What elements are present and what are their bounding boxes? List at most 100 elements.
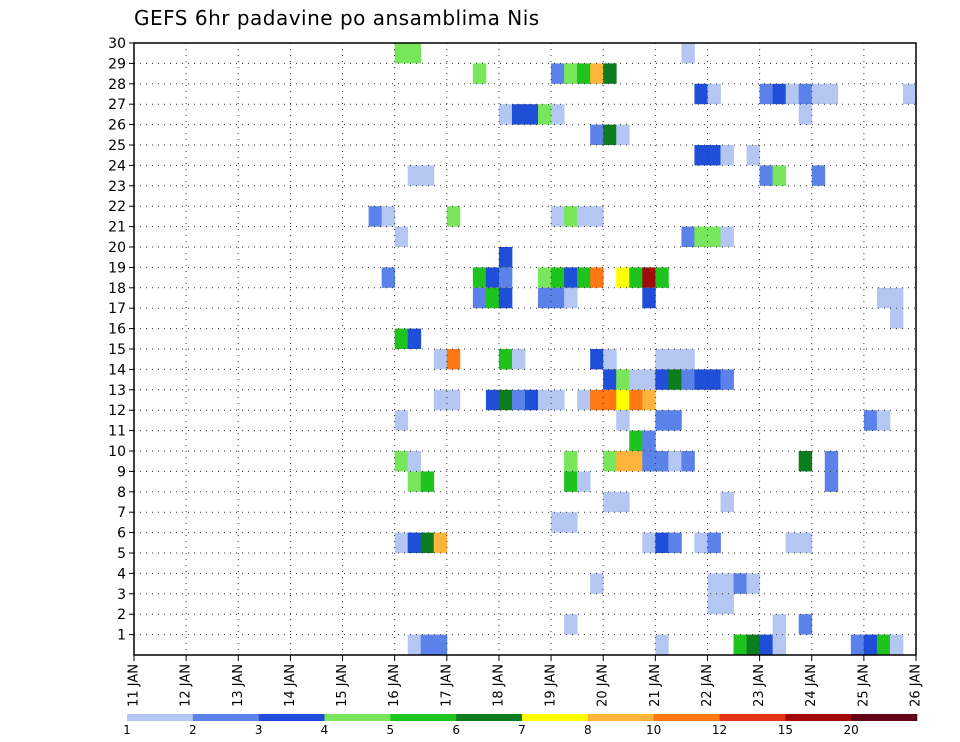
heatmap-cell [642,287,656,309]
heatmap-cell [472,287,487,309]
heatmap-cell [577,206,591,227]
heatmap-cell [472,63,487,84]
heatmap-cell [629,267,643,288]
x-tick-label: 21 JAN [648,664,663,707]
heatmap-cell [603,369,617,390]
y-tick-label: 23 [108,179,126,195]
heatmap-cell [902,83,917,105]
heatmap-cell [785,532,800,553]
y-tick-label: 29 [108,56,126,72]
heatmap-cell [616,124,630,145]
heatmap-cell [446,206,461,227]
y-tick-label: 15 [108,342,126,358]
x-tick-label: 20 JAN [596,664,611,707]
heatmap-cell [694,83,708,105]
heatmap-cell [720,491,734,513]
heatmap-cell [603,63,617,84]
heatmap-cell [564,471,578,492]
x-tick-label: 19 JAN [544,664,559,707]
heatmap-cell [551,104,565,125]
heatmap-cell [707,532,721,553]
heatmap-cell [863,634,878,655]
colorbar-segment [456,714,523,721]
heatmap-cell [681,226,695,247]
heatmap-cell [551,512,565,533]
heatmap-cell [694,226,708,247]
heatmap-cell [590,349,604,370]
colorbar-segment [587,714,654,721]
heatmap-cell [433,532,448,553]
y-tick-label: 22 [108,199,126,215]
heatmap-cell [590,389,604,411]
heatmap-cell [603,451,617,472]
heatmap-cell [577,63,591,84]
heatmap-cell [394,43,409,64]
heatmap-cell [590,124,604,145]
heatmap-cell [551,206,565,227]
y-tick-label: 6 [117,526,126,542]
heatmap-cell [381,206,396,227]
x-axis: 11 JAN 12 JAN 13 JAN 14 JAN 15 JAN 16 JAN 17 J… [127,655,924,707]
heatmap-cell [668,369,682,390]
heatmap-cell [629,389,643,411]
heatmap-cell [498,267,513,288]
y-tick-label: 10 [108,444,126,460]
heatmap-cell [785,83,800,105]
heatmap-cell [733,634,747,655]
heatmap-cell [485,389,500,411]
y-tick-label: 27 [108,97,126,113]
heatmap-cell [746,145,760,166]
heatmap-cell [707,145,721,166]
heatmap-cell [551,287,565,309]
heatmap-cell [707,369,721,390]
heatmap-cell [811,165,826,186]
colorbar-label: 8 [584,723,592,737]
colorbar-segment [390,714,457,721]
y-tick-label: 9 [117,464,126,480]
heatmap-cell [381,267,396,288]
heatmap-cell [694,369,708,390]
heatmap-cell [798,532,813,553]
heatmap-cell [551,63,565,84]
heatmap-cell [681,349,695,370]
x-tick-label: 11 JAN [127,664,142,707]
colorbar-label: 7 [518,723,526,737]
heatmap-cell [394,532,409,553]
colorbar-label: 1 [123,723,131,737]
heatmap-cell [368,206,383,227]
heatmap-cell [655,451,669,472]
x-tick-label: 25 JAN [856,664,871,707]
heatmap-cell [407,451,422,472]
y-tick-label: 24 [108,158,126,174]
x-tick-label: 15 JAN [335,664,350,707]
heatmap-cell [603,124,617,145]
colorbar-segment [127,714,194,721]
y-tick-label: 16 [108,322,126,338]
heatmap-cell [577,471,591,492]
y-tick-label: 7 [117,505,126,521]
heatmap-cell [824,451,839,472]
heatmap-cell [603,491,617,513]
heatmap-cell [733,573,747,594]
y-tick-label: 21 [108,220,126,236]
heatmap-cell [525,389,539,411]
heatmap-cell [642,451,656,472]
heatmap-cell [498,349,513,370]
chart-title: GEFS 6hr padavine po ansamblima Nis [134,6,540,30]
heatmap-cell [629,369,643,390]
heatmap-cell [707,226,721,247]
heatmap-cell [551,389,565,411]
heatmap-cell [772,83,787,105]
heatmap-cell [407,634,422,655]
y-tick-label: 11 [108,424,126,440]
heatmap-cell [642,369,656,390]
heatmap-cell [694,532,708,553]
heatmap-cell [446,349,461,370]
heatmap-cell [446,389,461,411]
heatmap-cell [746,573,760,594]
heatmap-cell [564,512,578,533]
heatmap-cell [616,451,630,472]
heatmap-cell [655,410,669,431]
y-tick-label: 30 [108,36,126,52]
heatmap-cell [759,83,774,105]
